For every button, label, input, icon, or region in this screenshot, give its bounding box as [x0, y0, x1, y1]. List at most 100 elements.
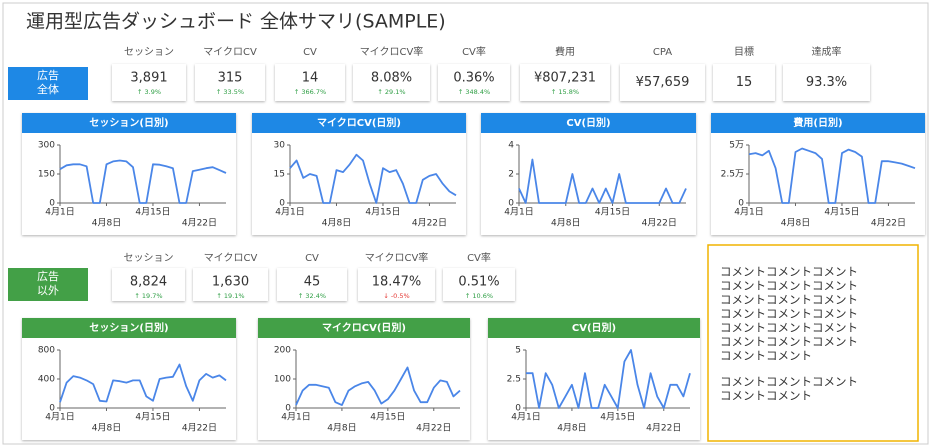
kpi-change: ↑ 366.7%: [294, 88, 326, 96]
comment-line: コメントコメントコメント: [720, 335, 858, 349]
kpi-card: [193, 268, 268, 301]
x-tick-label: 4月15日: [135, 207, 170, 218]
kpi-card: [443, 268, 515, 301]
kpi-value: ¥807,231: [534, 71, 596, 86]
y-tick-label: 200: [274, 346, 291, 356]
chart-header: [711, 113, 925, 133]
kpi-value: 8,824: [130, 275, 167, 290]
kpi-change: ↑ 3.9%: [137, 88, 161, 96]
x-tick-label: 4月8日: [322, 218, 351, 229]
kpi-card: [520, 64, 610, 101]
line-series: [748, 147, 916, 204]
x-tick-label: 4月8日: [92, 218, 121, 229]
comment-line: コメントコメント: [720, 349, 812, 363]
x-tick-label: 4月22日: [182, 423, 217, 434]
x-tick-label: 4月8日: [551, 218, 580, 229]
x-tick-label: 4月22日: [416, 423, 451, 434]
x-tick-label: 4月1日: [504, 207, 533, 218]
section-label: 全体: [37, 82, 59, 96]
section-label: 以外: [37, 284, 59, 297]
comment-line: コメントコメントコメント: [720, 375, 858, 389]
section-label: 広告: [37, 69, 59, 82]
x-tick-label: 4月1日: [511, 412, 540, 423]
x-tick-label: 4月15日: [824, 207, 859, 218]
line-series: [526, 349, 691, 409]
kpi-change: ↑ 19.7%: [134, 292, 162, 300]
kpi-value: ¥57,659: [636, 75, 690, 90]
section-label-box: [8, 268, 88, 301]
x-tick-label: 4月8日: [327, 423, 356, 434]
line-series: [295, 366, 461, 406]
kpi-card: [783, 64, 870, 101]
comment-line: コメントコメントコメント: [720, 321, 858, 335]
x-tick-label: 4月8日: [557, 423, 586, 434]
comment-line: コメントコメントコメント: [720, 293, 858, 307]
kpi-change: ↑ 19.1%: [216, 292, 244, 300]
comment-box: [707, 244, 919, 442]
y-tick-label: 30: [274, 141, 286, 151]
chart-header: [22, 318, 236, 338]
kpi-card: [195, 64, 265, 101]
kpi-name: セッション: [124, 252, 174, 264]
kpi-name: CV: [305, 253, 319, 264]
line-series: [289, 153, 457, 204]
kpi-change: ↑ 348.4%: [458, 88, 490, 96]
kpi-name: CV: [303, 47, 317, 58]
kpi-card: [620, 64, 705, 101]
kpi-value: 8.08%: [371, 71, 412, 86]
kpi-value: 1,630: [212, 275, 249, 290]
y-tick-label: 0: [49, 199, 55, 209]
x-tick-label: 4月22日: [871, 218, 906, 229]
kpi-name: CV率: [467, 251, 491, 264]
kpi-name: 費用: [555, 45, 575, 58]
x-tick-label: 4月22日: [182, 218, 217, 229]
chart-title: CV(日別): [572, 321, 616, 334]
y-tick-label: 800: [38, 346, 55, 356]
line-series: [59, 363, 227, 403]
y-tick-label: 0: [285, 404, 291, 414]
kpi-value: 315: [218, 71, 243, 86]
kpi-value: 93.3%: [806, 75, 847, 90]
y-tick-label: 150: [38, 170, 55, 180]
x-tick-label: 4月15日: [370, 412, 405, 423]
y-tick-label: 100: [274, 375, 291, 385]
x-tick-label: 4月1日: [45, 207, 74, 218]
y-tick-label: 5万: [729, 141, 744, 151]
comment-line: コメントコメントコメント: [720, 265, 858, 279]
kpi-card: [277, 268, 347, 301]
x-tick-label: 4月1日: [275, 207, 304, 218]
y-tick-label: 15: [274, 170, 285, 180]
kpi-card: [438, 64, 510, 101]
x-tick-label: 4月8日: [781, 218, 810, 229]
kpi-value: 3,891: [130, 71, 167, 86]
kpi-value: 45: [304, 275, 321, 290]
kpi-name: セッション: [124, 46, 174, 58]
y-tick-label: 0: [279, 199, 285, 209]
kpi-card: [112, 64, 186, 101]
section-label: 広告: [37, 270, 59, 283]
y-tick-label: 5: [515, 346, 521, 356]
page-title: 運用型広告ダッシュボード 全体サマリ(SAMPLE): [26, 11, 446, 33]
kpi-change: ↑ 15.8%: [551, 88, 579, 96]
y-tick-label: 2.5: [507, 375, 521, 385]
chart-title: マイクロCV(日別): [317, 116, 401, 129]
x-tick-label: 4月15日: [600, 412, 635, 423]
x-tick-label: 4月1日: [45, 412, 74, 423]
y-tick-label: 0: [738, 199, 744, 209]
kpi-name: CV率: [462, 45, 486, 58]
chart-title: セッション(日別): [89, 116, 168, 129]
kpi-card: [112, 268, 185, 301]
chart-header: [481, 113, 696, 133]
x-tick-label: 4月15日: [595, 207, 630, 218]
kpi-card: [713, 64, 775, 101]
kpi-name: マイクロCV率: [360, 45, 424, 58]
kpi-name: マイクロCV率: [365, 251, 429, 264]
x-tick-label: 4月8日: [92, 423, 121, 434]
kpi-name: マイクロCV: [204, 252, 258, 264]
x-tick-label: 4月15日: [135, 412, 170, 423]
x-tick-label: 4月15日: [365, 207, 400, 218]
comment-line: コメントコメントコメント: [720, 279, 858, 293]
kpi-value: 14: [302, 71, 319, 86]
y-tick-label: 4: [508, 141, 514, 151]
